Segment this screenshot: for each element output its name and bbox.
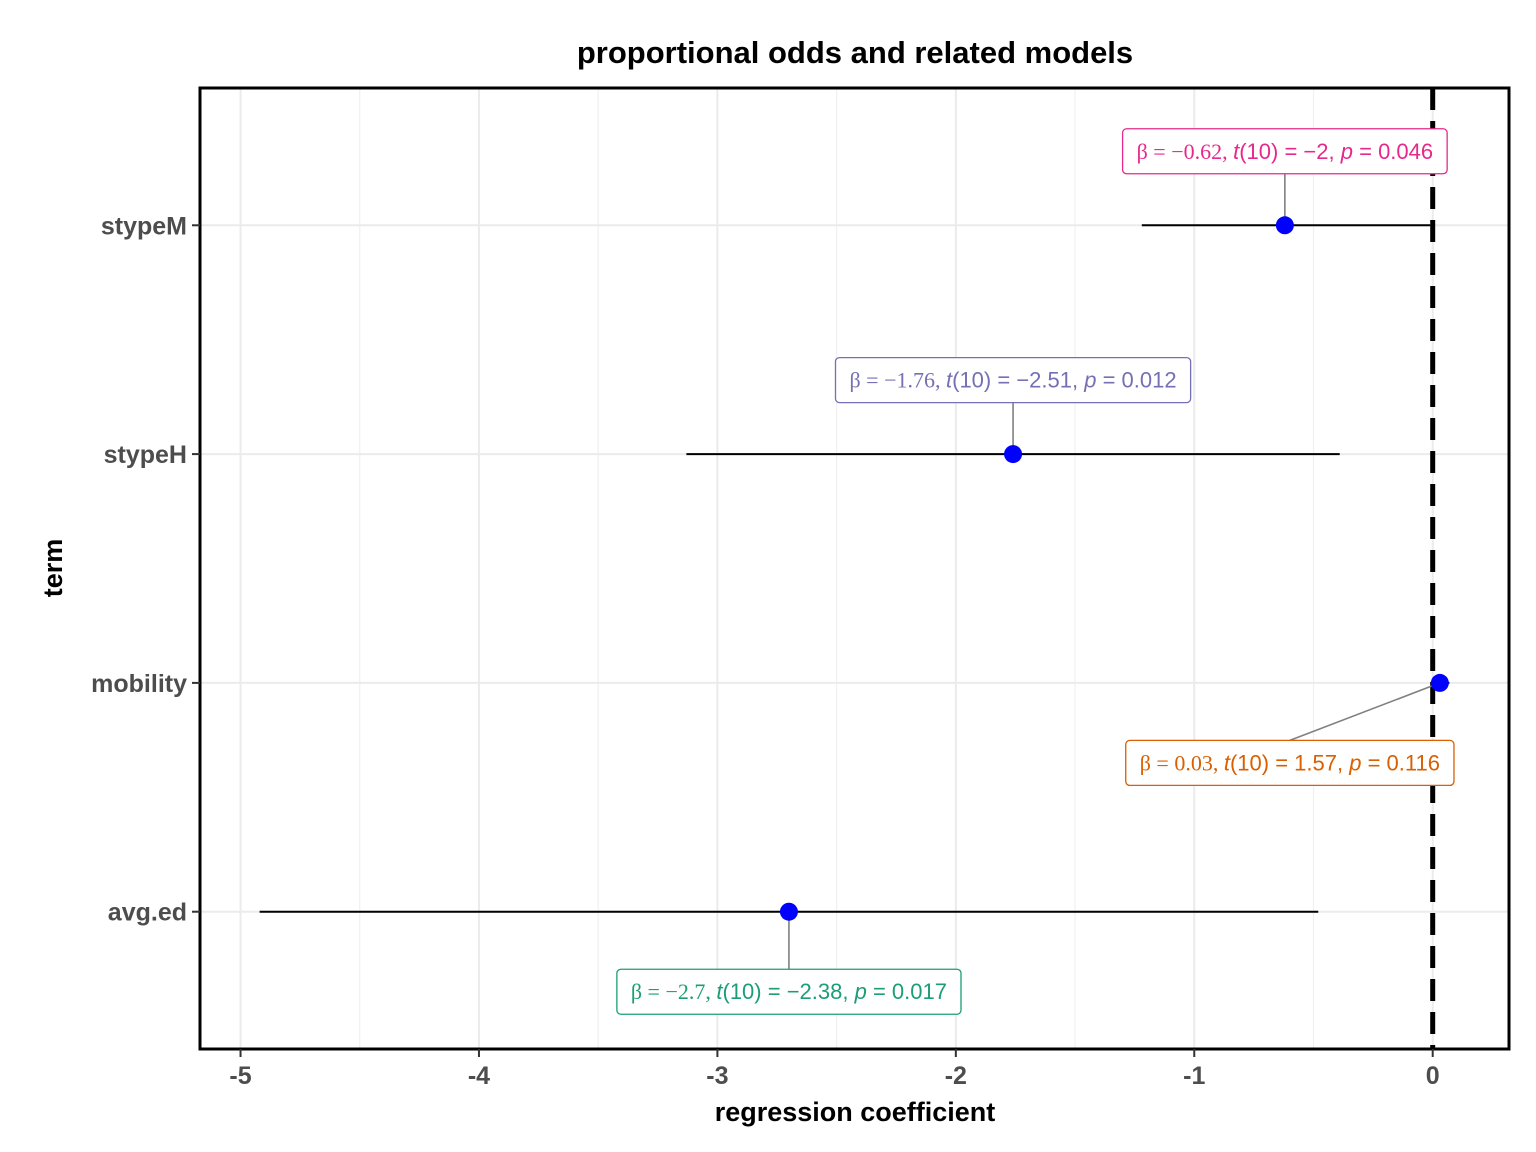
x-tick-label: -5 xyxy=(229,1062,251,1090)
annotation-box xyxy=(1121,128,1448,175)
annotation-text-part: = 0.017 xyxy=(867,979,947,1004)
annotation-text-part: (10) = 1.57, xyxy=(1230,750,1349,775)
x-axis-ticks: -5 -4 -3 -2 -1 0 xyxy=(229,1049,1440,1090)
annotation-text: β = 0.03, t(10) = 1.57, p = 0.116 xyxy=(1140,750,1440,775)
y-tick-label-avg.ed: avg.ed xyxy=(108,899,187,927)
annotation-text: β = −1.76, t(10) = −2.51, p = 0.012 xyxy=(849,368,1176,393)
y-tick-label-stypeM: stypeM xyxy=(101,212,187,240)
y-tick-label-mobility: mobility xyxy=(91,670,187,698)
annotation-box xyxy=(834,356,1192,404)
annotation-text: β = −0.62, t(10) = −2, p = 0.046 xyxy=(1137,139,1434,164)
annotation-mobility: β = 0.03, t(10) = 1.57, p = 0.116 xyxy=(1125,739,1455,787)
annotation-text-part: p xyxy=(1340,139,1353,164)
annotation-stypeH: β = −1.76, t(10) = −2.51, p = 0.012 xyxy=(834,356,1192,404)
point-avg.ed xyxy=(779,902,798,921)
x-tick-label: -4 xyxy=(468,1062,490,1090)
chart-title: proportional odds and related models xyxy=(577,35,1133,70)
connector-mobility xyxy=(1289,682,1441,742)
x-tick-label: -3 xyxy=(706,1062,728,1090)
annotation-avg.ed: β = −2.7, t(10) = −2.38, p = 0.017 xyxy=(616,968,962,1015)
estimate-points xyxy=(779,216,1449,921)
plot-panel-border xyxy=(198,86,1511,1051)
x-tick-label: -2 xyxy=(945,1062,967,1090)
annotation-text-part: = 0.046 xyxy=(1353,139,1433,164)
annotation-text-part: (10) = −2.51, xyxy=(952,368,1084,393)
annotation-text-part: p xyxy=(854,979,867,1004)
annotation-text-part: t xyxy=(946,368,953,393)
annotation-text-part: (10) = −2, xyxy=(1239,139,1341,164)
point-stypeH xyxy=(1004,445,1023,464)
annotation-text-part: β = −2.7, xyxy=(631,979,717,1004)
point-mobility xyxy=(1430,673,1449,692)
annotation-text: β = −2.7, t(10) = −2.38, p = 0.017 xyxy=(631,979,947,1004)
point-stypeM xyxy=(1275,216,1294,235)
annotation-text-part: = 0.012 xyxy=(1096,368,1176,393)
x-tick-label: -1 xyxy=(1183,1062,1205,1090)
annotation-text-part: t xyxy=(1224,750,1231,775)
annotation-text-part: t xyxy=(716,979,723,1004)
annotation-text-part: (10) = −2.38, xyxy=(723,979,855,1004)
y-axis-ticks: stypeM stypeH mobility avg.ed xyxy=(91,212,200,927)
x-axis-title: regression coefficient xyxy=(715,1097,996,1127)
annotation-text-part: β = −0.62, xyxy=(1137,139,1234,164)
annotation-text-part: t xyxy=(1233,139,1240,164)
annotation-text-part: p xyxy=(1083,368,1096,393)
annotation-stypeM: β = −0.62, t(10) = −2, p = 0.046 xyxy=(1121,128,1448,175)
annotation-box xyxy=(616,968,962,1015)
annotation-text-part: = 0.116 xyxy=(1361,750,1440,775)
y-axis-title: term xyxy=(38,539,68,598)
annotation-text-part: p xyxy=(1348,750,1361,775)
y-tick-label-stypeH: stypeH xyxy=(104,441,187,469)
annotation-box xyxy=(1125,739,1455,787)
annotation-text-part: β = 0.03, xyxy=(1140,750,1224,775)
annotation-text-part: β = −1.76, xyxy=(849,368,946,393)
x-tick-label: 0 xyxy=(1426,1062,1440,1090)
